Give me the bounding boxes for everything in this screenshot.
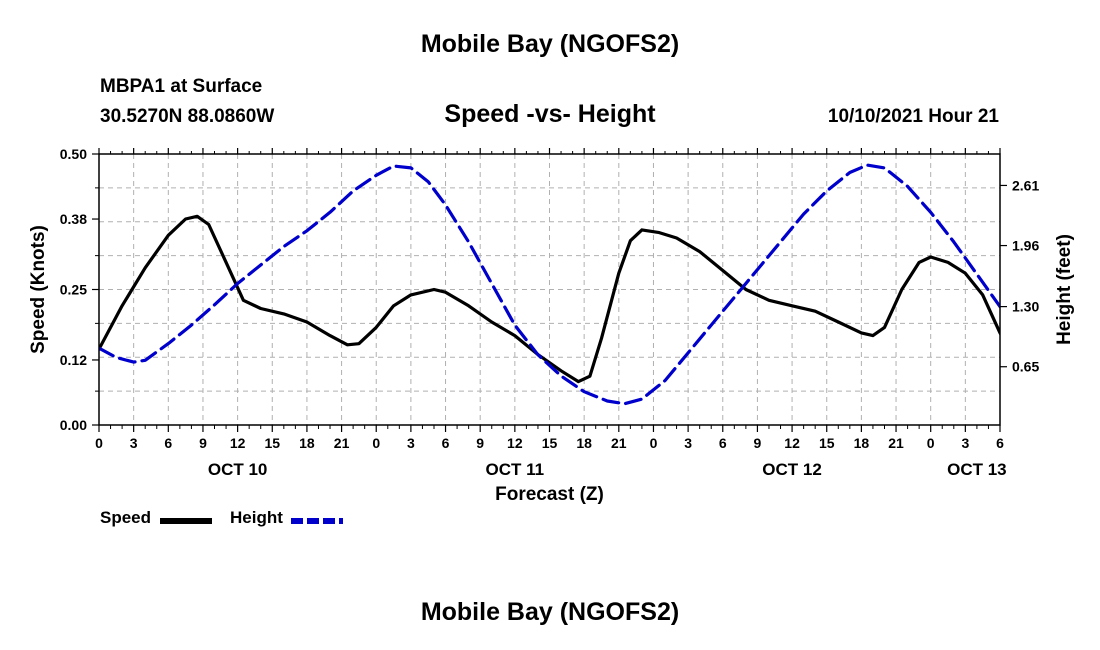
x-tick-label: 3	[130, 435, 138, 451]
x-tick-label: 9	[476, 435, 484, 451]
x-tick-label: 0	[650, 435, 658, 451]
forecast-datetime: 10/10/2021 Hour 21	[827, 106, 999, 127]
y2-tick-label: 2.61	[1012, 177, 1039, 193]
legend-height-swatch	[291, 518, 343, 524]
x-tick-label: 18	[854, 435, 870, 451]
x-tick-label: 15	[819, 435, 835, 451]
legend-speed-swatch	[160, 518, 212, 524]
x-tick-label: 0	[372, 435, 380, 451]
legend-height-label: Height	[230, 508, 283, 527]
x-tick-label: 0	[927, 435, 935, 451]
series-line-height	[99, 163, 1000, 406]
x-tick-label: 15	[542, 435, 558, 451]
x-tick-label: 3	[407, 435, 415, 451]
x-tick-label: 21	[334, 435, 350, 451]
y2-axis-label: Height (feet)	[1054, 234, 1075, 345]
chart-title-top: Mobile Bay (NGOFS2)	[420, 30, 680, 58]
x-tick-label: 3	[684, 435, 692, 451]
x-tick-label: 9	[754, 435, 762, 451]
legend-speed-label: Speed	[100, 508, 152, 527]
x-tick-label: 9	[199, 435, 207, 451]
x-tick-label: 12	[230, 435, 246, 451]
x-tick-label: 6	[719, 435, 727, 451]
date-label: OCT 10	[208, 460, 268, 479]
y-tick-label: 0.38	[60, 211, 87, 227]
x-tick-label: 15	[264, 435, 280, 451]
x-tick-label: 12	[507, 435, 523, 451]
date-label: OCT 13	[947, 460, 1007, 479]
x-tick-label: 6	[442, 435, 450, 451]
y-axis-label: Speed (Knots)	[28, 225, 49, 354]
y-tick-label: 0.12	[60, 352, 87, 368]
y-tick-label: 0.00	[60, 417, 87, 433]
y-tick-label: 0.50	[60, 146, 87, 162]
series-line-speed	[99, 214, 1000, 384]
x-tick-label: 21	[888, 435, 904, 451]
x-tick-label: 3	[961, 435, 969, 451]
chart-title-bottom: Mobile Bay (NGOFS2)	[420, 598, 680, 626]
x-axis-label: Forecast (Z)	[495, 484, 604, 505]
legend-height: Height	[230, 508, 283, 528]
x-tick-label: 6	[164, 435, 172, 451]
station-coordinates: 30.5270N 88.0860W	[100, 106, 275, 127]
x-tick-label: 12	[784, 435, 800, 451]
legend-speed: Speed	[100, 508, 151, 528]
y2-tick-label: 0.65	[1012, 359, 1039, 375]
date-label: OCT 12	[762, 460, 822, 479]
x-tick-label: 21	[611, 435, 627, 451]
x-tick-label: 18	[299, 435, 315, 451]
date-label: OCT 11	[486, 460, 545, 479]
x-tick-label: 0	[95, 435, 103, 451]
y2-tick-label: 1.96	[1012, 238, 1039, 254]
x-tick-label: 18	[576, 435, 592, 451]
y2-tick-label: 1.30	[1012, 299, 1039, 315]
y-tick-label: 0.25	[60, 282, 87, 298]
x-tick-label: 6	[996, 435, 1004, 451]
chart-subtitle: Speed -vs- Height	[444, 100, 656, 128]
station-label: MBPA1 at Surface	[100, 76, 263, 97]
